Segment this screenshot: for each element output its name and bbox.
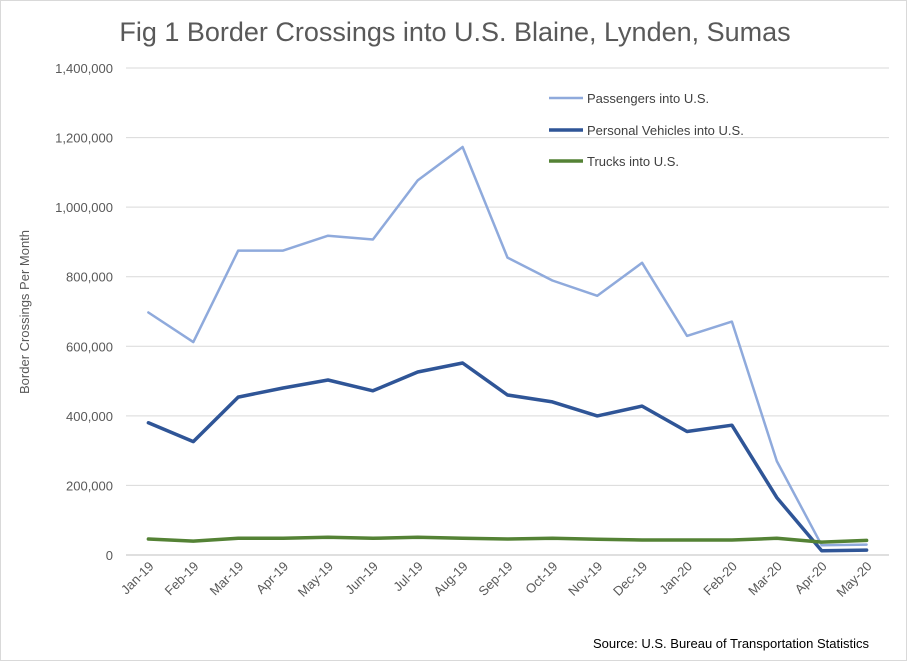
chart-title: Fig 1 Border Crossings into U.S. Blaine,… xyxy=(119,17,790,47)
x-tick-label: May-20 xyxy=(833,559,874,600)
y-axis-ticks: 0 200,000 400,000 600,000 800,000 1,000,000 1,… xyxy=(55,61,113,563)
y-tick-label: 400,000 xyxy=(66,409,113,424)
x-tick-label: Dec-19 xyxy=(610,559,650,599)
x-tick-label: Jun-19 xyxy=(342,559,381,598)
x-tick-label: Nov-19 xyxy=(565,559,605,599)
x-tick-label: Aug-19 xyxy=(430,559,470,599)
x-tick-label: Mar-20 xyxy=(745,559,785,599)
x-tick-label: May-19 xyxy=(295,559,336,600)
y-tick-label: 200,000 xyxy=(66,478,113,493)
source-note: Source: U.S. Bureau of Transportation St… xyxy=(593,636,870,651)
gridlines xyxy=(126,67,889,556)
x-tick-label: Jan-19 xyxy=(118,559,157,598)
x-tick-label: Jan-20 xyxy=(656,559,695,598)
y-tick-label: 1,200,000 xyxy=(55,131,113,146)
series-line-2 xyxy=(146,361,869,553)
legend-label-3: Trucks into U.S. xyxy=(587,154,679,169)
y-tick-label: 600,000 xyxy=(66,339,113,354)
x-tick-label: Apr-20 xyxy=(792,559,830,597)
x-tick-label: Sep-19 xyxy=(475,559,515,599)
x-axis-ticks: Jan-19 Feb-19 Mar-19 Apr-19 May-19 Jun-19 Jul-… xyxy=(118,559,875,600)
y-tick-label: 0 xyxy=(106,548,113,563)
x-tick-label: Oct-19 xyxy=(522,559,560,597)
series-lines xyxy=(146,145,869,553)
y-tick-label: 800,000 xyxy=(66,270,113,285)
x-tick-label: Mar-19 xyxy=(207,559,247,599)
legend: Passengers into U.S. Personal Vehicles in… xyxy=(549,91,744,169)
legend-label-1: Passengers into U.S. xyxy=(587,91,709,106)
series-line-3 xyxy=(146,535,869,544)
y-tick-label: 1,400,000 xyxy=(55,61,113,76)
x-tick-label: Feb-19 xyxy=(162,559,202,599)
y-axis-label: Border Crossings Per Month xyxy=(17,230,32,394)
x-tick-label: Jul-19 xyxy=(390,559,426,595)
x-tick-label: Feb-20 xyxy=(700,559,740,599)
series-line-1 xyxy=(147,145,868,547)
legend-label-2: Personal Vehicles into U.S. xyxy=(587,123,744,138)
y-tick-label: 1,000,000 xyxy=(55,200,113,215)
x-tick-label: Apr-19 xyxy=(253,559,291,597)
